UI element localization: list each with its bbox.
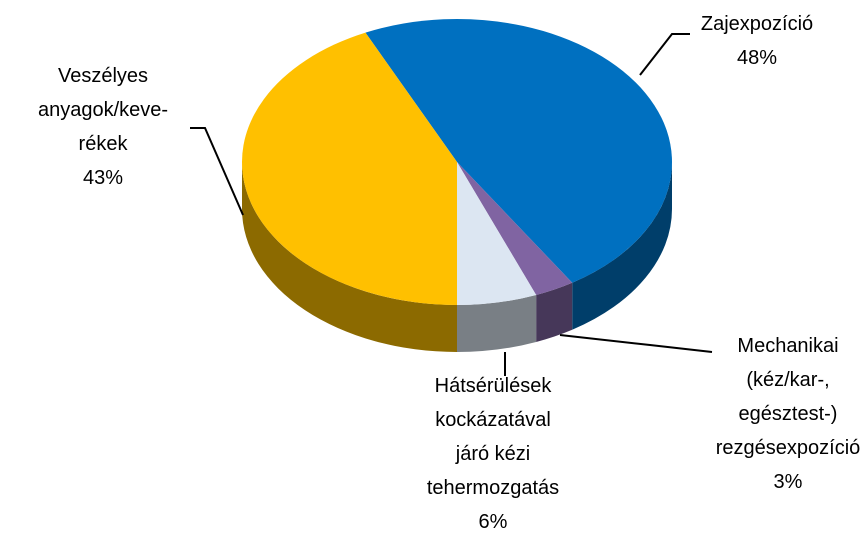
value-label: 43%: [83, 167, 123, 189]
leader-line: [190, 127, 244, 216]
value-label: 48%: [737, 47, 777, 69]
label-line: Hátsérülések: [435, 375, 553, 397]
pie-slice: [457, 162, 537, 305]
pie-sides: [242, 162, 672, 352]
label-line: anyagok/keve-: [38, 99, 168, 121]
value-label: 3%: [774, 471, 803, 493]
leader-line: [639, 33, 690, 76]
pie-side: [242, 162, 457, 352]
label-line: kockázatával: [435, 409, 551, 431]
pie-slice: [242, 32, 457, 305]
pie-slice: [457, 162, 573, 295]
label-line: rékek: [79, 133, 129, 155]
slice-label: Zajexpozíció: [701, 13, 813, 35]
label-line: Zajexpozíció: [701, 13, 813, 35]
value-label: 6%: [479, 511, 508, 533]
slice-label: Veszélyes anyagok/keve-rékek: [38, 65, 168, 155]
leader-line: [559, 334, 713, 353]
pie-side: [457, 294, 537, 352]
label-line: járó kézi: [455, 443, 530, 465]
label-line: Veszélyes: [58, 65, 148, 87]
label-line: Mechanikai: [737, 335, 838, 357]
label-line: (kéz/kar-,: [746, 369, 829, 391]
pie-side: [536, 282, 573, 342]
slice-label: Hátsérülések kockázatával járó kézi tehermo…: [427, 375, 559, 499]
pie-slice: [365, 19, 672, 283]
pie-side: [572, 162, 672, 330]
label-line: tehermozgatás: [427, 477, 559, 499]
slice-label: Mechanikai (kéz/kar-, egésztest-) rezgésexp…: [716, 335, 861, 459]
label-line: egésztest-): [739, 403, 838, 425]
label-line: rezgésexpozíció: [716, 437, 861, 459]
